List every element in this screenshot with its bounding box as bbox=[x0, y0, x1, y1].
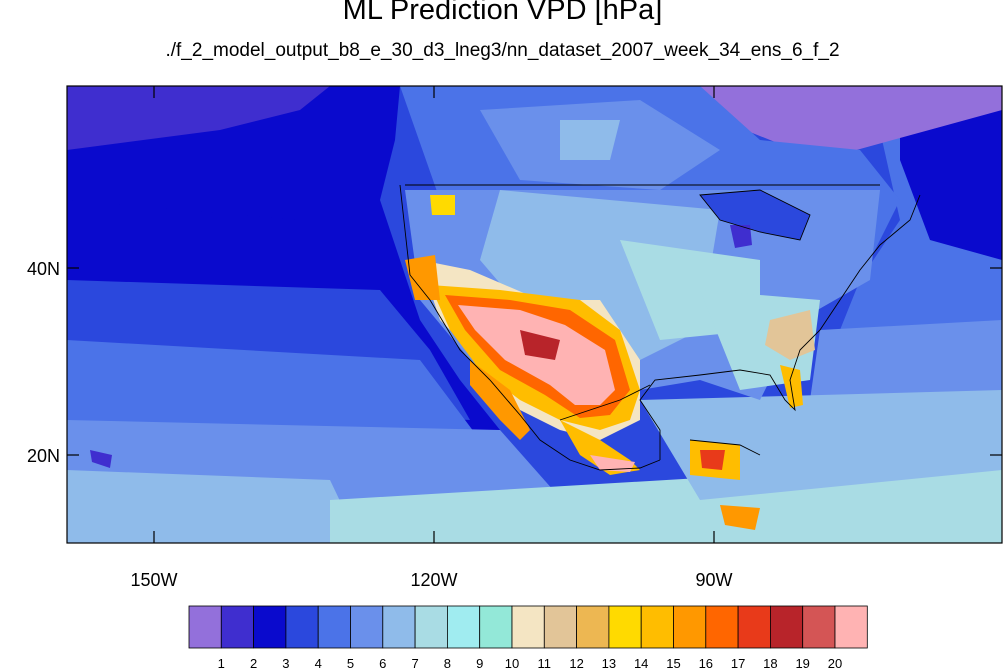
colorbar-swatch bbox=[285, 605, 319, 649]
lat-label: 20N bbox=[27, 446, 60, 466]
colorbar-label: 19 bbox=[795, 656, 809, 671]
colorbar-label: 1 bbox=[218, 656, 225, 671]
colorbar-label: 5 bbox=[347, 656, 354, 671]
colorbar-label: 15 bbox=[666, 656, 680, 671]
colorbar-swatch bbox=[608, 605, 642, 649]
lon-label: 150W bbox=[130, 570, 177, 590]
colorbar-swatch bbox=[640, 605, 674, 649]
colorbar-swatch bbox=[834, 605, 868, 649]
colorbar-label: 17 bbox=[731, 656, 745, 671]
colorbar-label: 18 bbox=[763, 656, 777, 671]
colorbar-label: 14 bbox=[634, 656, 648, 671]
colorbar-swatch bbox=[705, 605, 739, 649]
colorbar-label: 20 bbox=[828, 656, 842, 671]
colorbar-label: 7 bbox=[411, 656, 418, 671]
lon-label: 90W bbox=[695, 570, 732, 590]
colorbar-label: 12 bbox=[569, 656, 583, 671]
colorbar-swatch bbox=[479, 605, 513, 649]
axis-ticks bbox=[67, 86, 1002, 543]
colorbar-swatch bbox=[446, 605, 481, 649]
colorbar-swatch bbox=[576, 605, 610, 649]
colorbar-swatch bbox=[414, 605, 448, 649]
colorbar-swatch bbox=[802, 605, 836, 649]
colorbar-label: 9 bbox=[476, 656, 483, 671]
colorbar: 1 2 3 4 5 6 7 8 9 10 11 12 13 14 15 16 17 18 19 20 bbox=[188, 605, 868, 671]
colorbar-label: 3 bbox=[282, 656, 289, 671]
colorbar-swatch bbox=[511, 605, 545, 649]
colorbar-swatch bbox=[317, 605, 351, 649]
colorbar-swatch bbox=[188, 605, 222, 649]
lon-label: 120W bbox=[410, 570, 457, 590]
map-title: ML Prediction VPD [hPa] bbox=[342, 0, 663, 26]
colorbar-label: 4 bbox=[315, 656, 322, 671]
colorbar-label: 2 bbox=[250, 656, 257, 671]
colorbar-swatch bbox=[770, 605, 804, 649]
coastlines bbox=[399, 184, 921, 471]
colorbar-swatch bbox=[220, 605, 255, 649]
map-subtitle: ./f_2_model_output_b8_e_30_d3_lneg3/nn_d… bbox=[165, 40, 840, 61]
colorbar-swatch bbox=[543, 605, 577, 649]
colorbar-swatch bbox=[382, 605, 416, 649]
colorbar-swatch bbox=[253, 605, 287, 649]
colorbar-swatch bbox=[737, 605, 771, 649]
colorbar-label: 13 bbox=[602, 656, 616, 671]
colorbar-label: 11 bbox=[538, 656, 552, 671]
colorbar-label: 8 bbox=[444, 656, 451, 671]
colorbar-label: 6 bbox=[379, 656, 386, 671]
lat-label: 40N bbox=[27, 259, 60, 279]
vpd-field bbox=[67, 86, 1002, 543]
colorbar-label: 10 bbox=[505, 656, 519, 671]
colorbar-swatch bbox=[350, 605, 384, 649]
colorbar-swatch bbox=[673, 605, 707, 649]
colorbar-label: 16 bbox=[699, 656, 713, 671]
